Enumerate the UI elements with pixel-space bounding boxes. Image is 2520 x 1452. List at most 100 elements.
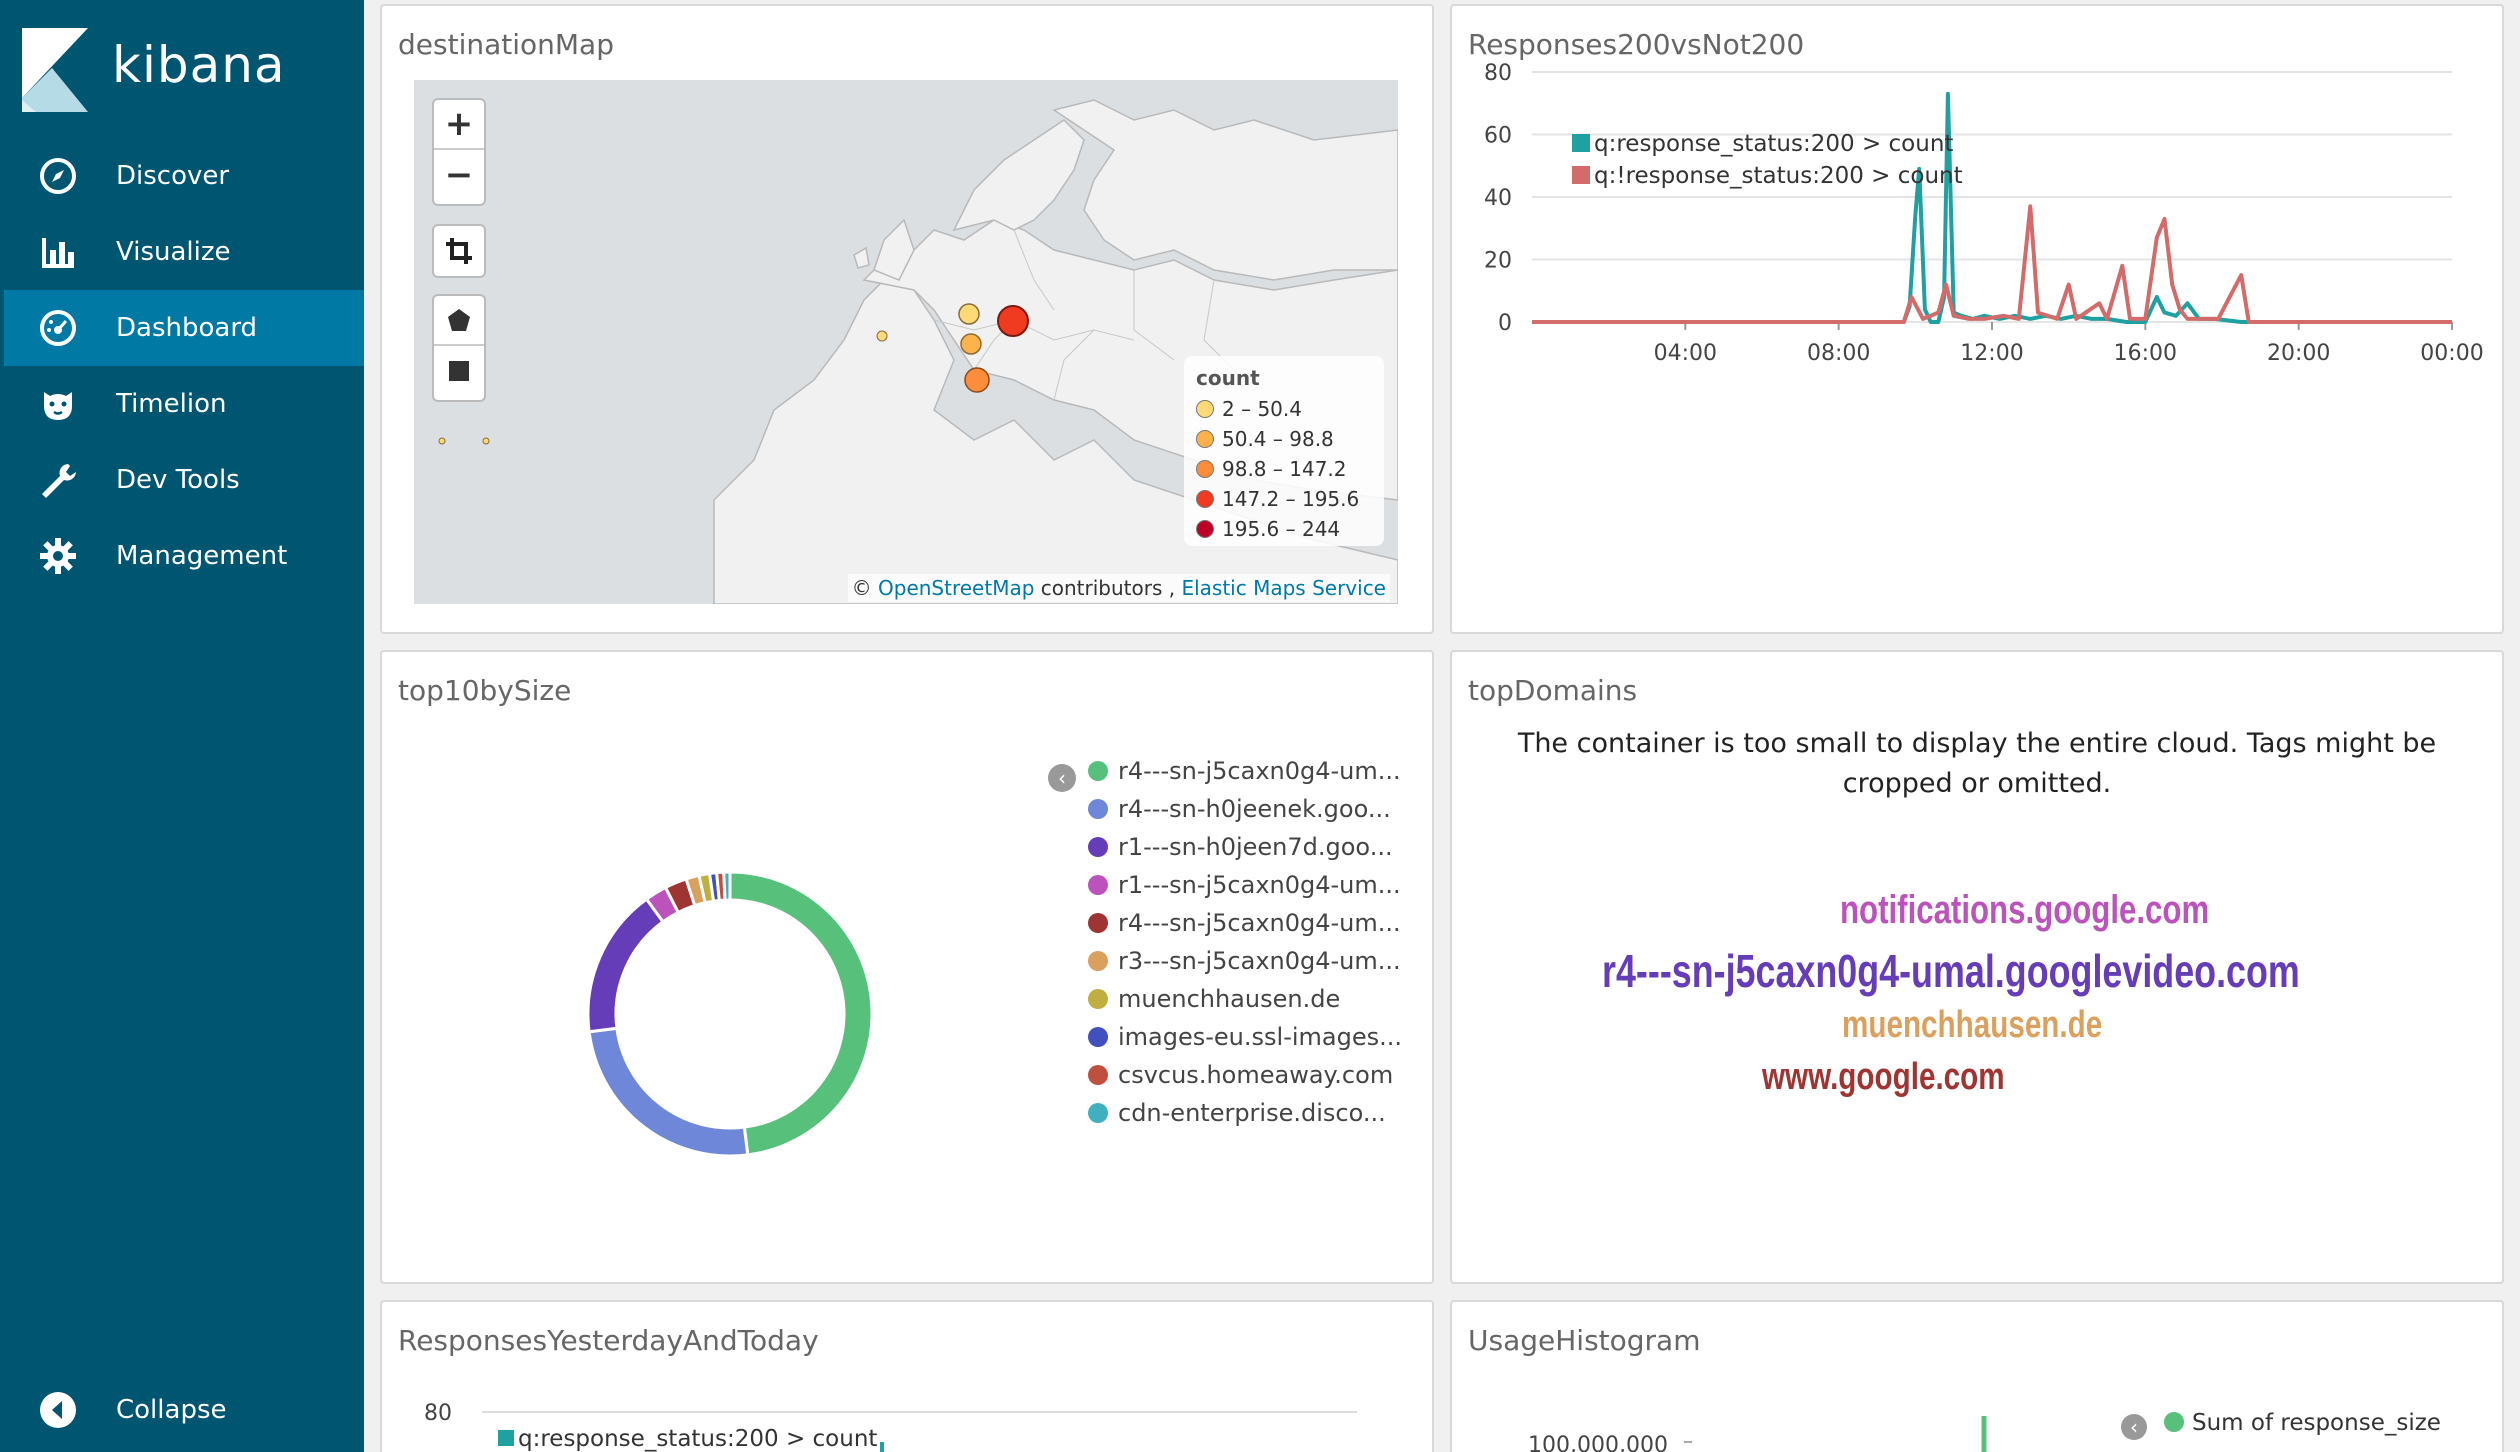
panel-top10-by-size: top10bySize ‹ r4---sn-j5caxn0g4-um... r4… [380, 650, 1434, 1284]
crop-button[interactable] [434, 226, 484, 276]
collapse-button[interactable]: Collapse [4, 1372, 364, 1448]
panel-title: top10bySize [398, 674, 572, 707]
pie-slice[interactable] [586, 897, 666, 1034]
fit-bounds-control [432, 224, 486, 278]
cloud-warning-message: The container is too small to display th… [1517, 728, 2437, 799]
nav-management-label: Management [116, 541, 288, 571]
cloud-tag[interactable]: www.google.com [1762, 1056, 2005, 1098]
collapse-icon [36, 1388, 80, 1432]
cloud-tag[interactable]: notifications.google.com [1840, 888, 2210, 932]
pie-slice[interactable] [587, 1026, 750, 1158]
nav-dashboard-label: Dashboard [116, 313, 258, 343]
pie-legend-item[interactable]: r1---sn-j5caxn0g4-um... [1088, 866, 1402, 904]
panel-responses-200: Responses200vsNot200 0 20 40 60 80 04:00 08:00… [1450, 4, 2504, 634]
usage-histogram-chart[interactable]: 100,000,000 ‹ Sum of response_size [1452, 1302, 2504, 1452]
pie-legend-item[interactable]: r3---sn-j5caxn0g4-um... [1088, 942, 1402, 980]
map-attribution: © OpenStreetMap contributors , Elastic M… [847, 574, 1390, 602]
nav-dev-tools[interactable]: Dev Tools [4, 442, 364, 518]
y-tick-label: 80 [424, 1401, 452, 1426]
map-marker[interactable] [960, 333, 982, 355]
pie-legend: r4---sn-j5caxn0g4-um... r4---sn-h0jeenek… [1088, 752, 1402, 1132]
legend-label: q:response_status:200 > count [518, 1426, 877, 1452]
pie-legend-item[interactable]: r1---sn-h0jeen7d.goo... [1088, 828, 1402, 866]
timelion-icon [36, 382, 80, 426]
nav-management[interactable]: Management [4, 518, 364, 594]
legend-dot [1088, 837, 1108, 857]
responses-yt-chart[interactable]: 80 q:response_status:200 > count [382, 1302, 1434, 1452]
panel-destination-map: destinationMap [380, 4, 1434, 634]
x-tick-label: 00:00 [2420, 341, 2483, 366]
sidebar: kibana Discover Visualize Dashboard Time… [0, 0, 364, 1452]
panel-title: UsageHistogram [1468, 1324, 1701, 1357]
nav-discover-label: Discover [116, 161, 230, 191]
map-marker[interactable] [997, 305, 1029, 337]
kibana-logo[interactable]: kibana [22, 28, 362, 118]
draw-polygon-button[interactable] [434, 296, 484, 346]
draw-rectangle-button[interactable] [434, 346, 484, 396]
pie-legend-item[interactable]: r4---sn-j5caxn0g4-um... [1088, 904, 1402, 942]
map-marker[interactable] [958, 303, 980, 325]
x-tick-label: 08:00 [1807, 341, 1870, 366]
x-tick-label: 20:00 [2267, 341, 2330, 366]
map-legend-row: 147.2 – 195.6 [1196, 484, 1372, 514]
map-marker[interactable] [964, 367, 990, 393]
pie-legend-item[interactable]: images-eu.ssl-images... [1088, 1018, 1402, 1056]
series-line[interactable] [1532, 91, 2452, 324]
pie-legend-item[interactable]: cdn-enterprise.disco... [1088, 1094, 1402, 1132]
zoom-out-button[interactable]: − [444, 155, 474, 195]
map-marker[interactable] [482, 437, 490, 445]
x-tick-label: 16:00 [2114, 341, 2177, 366]
map-legend-label: 147.2 – 195.6 [1222, 487, 1360, 511]
map-legend-label: 98.8 – 147.2 [1222, 457, 1347, 481]
pie-legend-item[interactable]: r4---sn-j5caxn0g4-um... [1088, 752, 1402, 790]
pie-slice[interactable] [728, 870, 874, 1157]
legend-label[interactable]: q:!response_status:200 > count [1594, 163, 1963, 189]
pie-slice[interactable] [722, 870, 732, 902]
zoom-in-button[interactable]: + [434, 100, 484, 150]
legend-dot [1088, 989, 1108, 1009]
panel-title: ResponsesYesterdayAndToday [398, 1324, 819, 1357]
y-tick-label: 40 [1484, 186, 1512, 211]
ems-link[interactable]: Elastic Maps Service [1181, 576, 1386, 600]
map-canvas[interactable]: + − count 2 – 50.4 50.4 – 98.8 [414, 80, 1398, 604]
osm-link[interactable]: OpenStreetMap [878, 576, 1035, 600]
map-legend-label: 50.4 – 98.8 [1222, 427, 1334, 451]
line-chart[interactable]: 0 20 40 60 80 04:00 08:00 12:00 16:00 20:00 00:00 q… [1452, 6, 2504, 634]
pie-legend-item[interactable]: csvcus.homeaway.com [1088, 1056, 1402, 1094]
wrench-icon [36, 458, 80, 502]
nav-discover[interactable]: Discover [4, 138, 364, 214]
pie-legend-item[interactable]: r4---sn-h0jeenek.goo... [1088, 790, 1402, 828]
y-tick-label: 20 [1484, 249, 1512, 274]
legend-dot [1196, 460, 1214, 478]
legend-swatch [1572, 134, 1590, 152]
map-legend-row: 98.8 – 147.2 [1196, 454, 1372, 484]
nav-dev-tools-label: Dev Tools [116, 465, 240, 495]
pie-legend-label: r1---sn-j5caxn0g4-um... [1118, 871, 1401, 899]
map-legend-label: 195.6 – 244 [1222, 517, 1341, 541]
nav-visualize[interactable]: Visualize [4, 214, 364, 290]
map-marker[interactable] [438, 437, 446, 445]
pie-legend-item[interactable]: muenchhausen.de [1088, 980, 1402, 1018]
polygon-icon [448, 309, 470, 331]
brand-name: kibana [112, 36, 286, 94]
series-line[interactable] [1532, 204, 2452, 324]
donut-chart[interactable] [382, 682, 1022, 1282]
legend-dot [1088, 913, 1108, 933]
legend-dot [1088, 951, 1108, 971]
crop-icon [446, 238, 472, 264]
nav-timelion[interactable]: Timelion [4, 366, 364, 442]
legend-dot [1088, 799, 1108, 819]
map-legend-row: 195.6 – 244 [1196, 514, 1372, 544]
pie-legend-label: r4---sn-j5caxn0g4-um... [1118, 757, 1401, 785]
cloud-tag[interactable]: r4---sn-j5caxn0g4-umal.googlevideo.com [1602, 945, 2300, 997]
map-legend-row: 50.4 – 98.8 [1196, 424, 1372, 454]
map-marker[interactable] [876, 330, 888, 342]
legend-toggle-icon[interactable] [2121, 1414, 2147, 1440]
pie-legend-label: cdn-enterprise.disco... [1118, 1099, 1386, 1127]
nav-visualize-label: Visualize [116, 237, 231, 267]
panel-title: Responses200vsNot200 [1468, 28, 1805, 61]
legend-label[interactable]: q:response_status:200 > count [1594, 131, 1953, 157]
nav-dashboard[interactable]: Dashboard [4, 290, 364, 366]
legend-toggle-icon[interactable]: ‹ [1048, 764, 1076, 792]
cloud-tag[interactable]: muenchhausen.de [1842, 1004, 2103, 1046]
